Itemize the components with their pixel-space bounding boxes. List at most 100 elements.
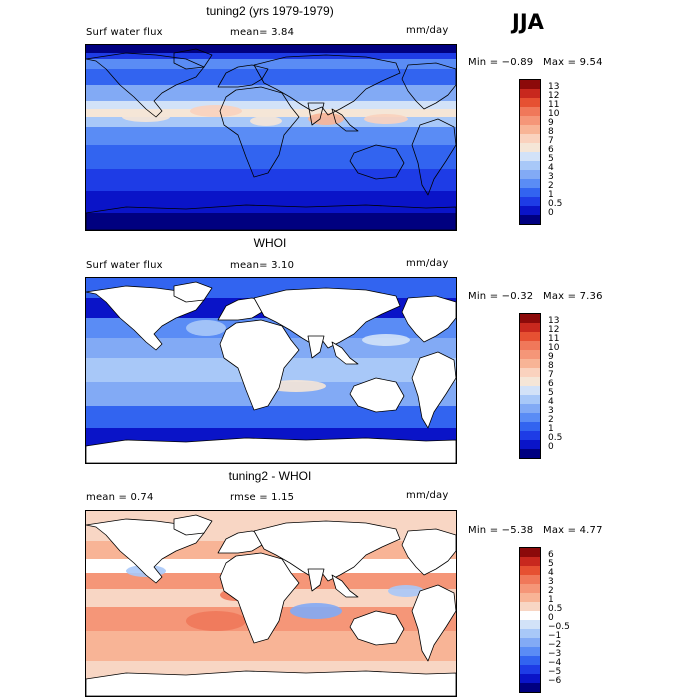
field-anomaly: [388, 585, 424, 597]
field-anomaly: [186, 611, 246, 631]
coastline-africa: [219, 319, 300, 411]
colorbar-tick-label: 0.5: [548, 433, 563, 443]
colorbar-swatch: [520, 611, 540, 620]
field-band: [86, 213, 456, 230]
coastline-australia: [349, 610, 405, 646]
colorbar-swatch: [520, 395, 540, 404]
colorbar-tick-label: 4: [548, 163, 554, 173]
coastline-seasia: [331, 108, 359, 132]
colorbar-tick-label: 6: [548, 550, 554, 560]
colorbar-tick-label: 0.5: [548, 199, 563, 209]
colorbar-tick-label: 4: [548, 397, 554, 407]
coastline-india: [307, 568, 325, 592]
field-anomaly: [290, 603, 342, 619]
colorbar-swatch: [520, 683, 540, 692]
colorbar-swatch: [520, 161, 540, 170]
colorbar-tick-label: 6: [548, 145, 554, 155]
panel-2-variable-label: Surf water flux: [86, 260, 163, 271]
colorbar-swatch: [520, 584, 540, 593]
colorbar-swatch: [520, 215, 540, 224]
colorbar-tick-label: 7: [548, 136, 554, 146]
colorbar-swatch: [520, 386, 540, 395]
colorbar-tick-label: 5: [548, 388, 554, 398]
colorbar-swatch: [520, 593, 540, 602]
colorbar-swatch: [520, 143, 540, 152]
colorbar-tick-label: 1: [548, 595, 554, 605]
coastline-greenland: [173, 281, 213, 303]
colorbar-swatch: [520, 170, 540, 179]
field-anomaly: [250, 116, 282, 126]
coastline-namerica-east: [401, 528, 456, 576]
colorbar-swatch: [520, 80, 540, 89]
coastline-antarctica: [86, 204, 456, 230]
panel-1-mean-label: mean= 3.84: [230, 27, 295, 38]
coastline-greenland: [173, 48, 213, 70]
colorbar-swatch: [520, 125, 540, 134]
field-band: [86, 169, 456, 191]
colorbar-tick-label: 3: [548, 577, 554, 587]
panel-3-map: [85, 510, 457, 697]
colorbar-tick-label: 2: [548, 415, 554, 425]
colorbar-tick-label: 12: [548, 325, 560, 335]
colorbar-tick-label: 5: [548, 154, 554, 164]
colorbar-swatch: [520, 575, 540, 584]
colorbar-swatch: [520, 422, 540, 431]
field-anomaly: [266, 380, 326, 392]
field-anomaly: [308, 113, 344, 125]
colorbar-swatch: [520, 152, 540, 161]
field-band: [86, 101, 456, 109]
panel-3-rmse-label: rmse = 1.15: [230, 492, 295, 503]
colorbar-swatch: [520, 332, 540, 341]
colorbar-tick-label: −2: [548, 640, 562, 650]
panel-1-colorbar: [519, 79, 541, 225]
colorbar-tick-label: 5: [548, 559, 554, 569]
coastline-india: [307, 335, 325, 359]
colorbar-swatch: [520, 449, 540, 458]
panel-1-map: [85, 44, 457, 231]
field-band: [86, 53, 456, 59]
colorbar-tick-label: 8: [548, 361, 554, 371]
panel-3-mean-label: mean = 0.74: [86, 492, 154, 503]
colorbar-swatch: [520, 404, 540, 413]
panel-1-max-label: Max = 9.54: [543, 57, 603, 68]
colorbar-tick-label: 9: [548, 118, 554, 128]
coastline-africa: [219, 86, 300, 178]
colorbar-tick-label: 1: [548, 190, 554, 200]
colorbar-swatch: [520, 413, 540, 422]
coastline-seasia: [331, 341, 359, 365]
coastline-namerica-east: [401, 62, 456, 110]
colorbar-swatch: [520, 656, 540, 665]
colorbar-swatch: [520, 602, 540, 611]
coastline-asia: [253, 287, 401, 349]
panel-3-colorbar: [519, 547, 541, 693]
panel-3-max-label: Max = 4.77: [543, 525, 603, 536]
coastline-greenland: [173, 514, 213, 536]
field-anomaly: [364, 114, 408, 124]
colorbar-swatch: [520, 674, 540, 683]
panel-2-title: WHOI: [253, 236, 287, 250]
field-anomaly: [190, 105, 242, 117]
panel-2-max-label: Max = 7.36: [543, 291, 603, 302]
colorbar-tick-label: 0: [548, 208, 554, 218]
field-anomaly: [362, 334, 410, 346]
colorbar-tick-label: 4: [548, 568, 554, 578]
colorbar-tick-label: −4: [548, 658, 562, 668]
colorbar-tick-label: 9: [548, 352, 554, 362]
panel-1-min-label: Min = −0.89: [468, 57, 534, 68]
coastline-northamerica: [86, 52, 205, 118]
colorbar-swatch: [520, 557, 540, 566]
field-band: [86, 69, 456, 85]
coastline-australia: [349, 377, 405, 413]
colorbar-tick-label: 3: [548, 172, 554, 182]
panel-3-units-label: mm/day: [406, 490, 449, 501]
colorbar-tick-label: 10: [548, 109, 560, 119]
colorbar-tick-label: 7: [548, 370, 554, 380]
coastline-seasia: [331, 574, 359, 598]
panel-2-mean-label: mean= 3.10: [230, 260, 295, 271]
colorbar-tick-label: 1: [548, 424, 554, 434]
colorbar-swatch: [520, 314, 540, 323]
colorbar-tick-label: 0: [548, 613, 554, 623]
colorbar-swatch: [520, 323, 540, 332]
colorbar-tick-label: −3: [548, 649, 562, 659]
colorbar-swatch: [520, 548, 540, 557]
